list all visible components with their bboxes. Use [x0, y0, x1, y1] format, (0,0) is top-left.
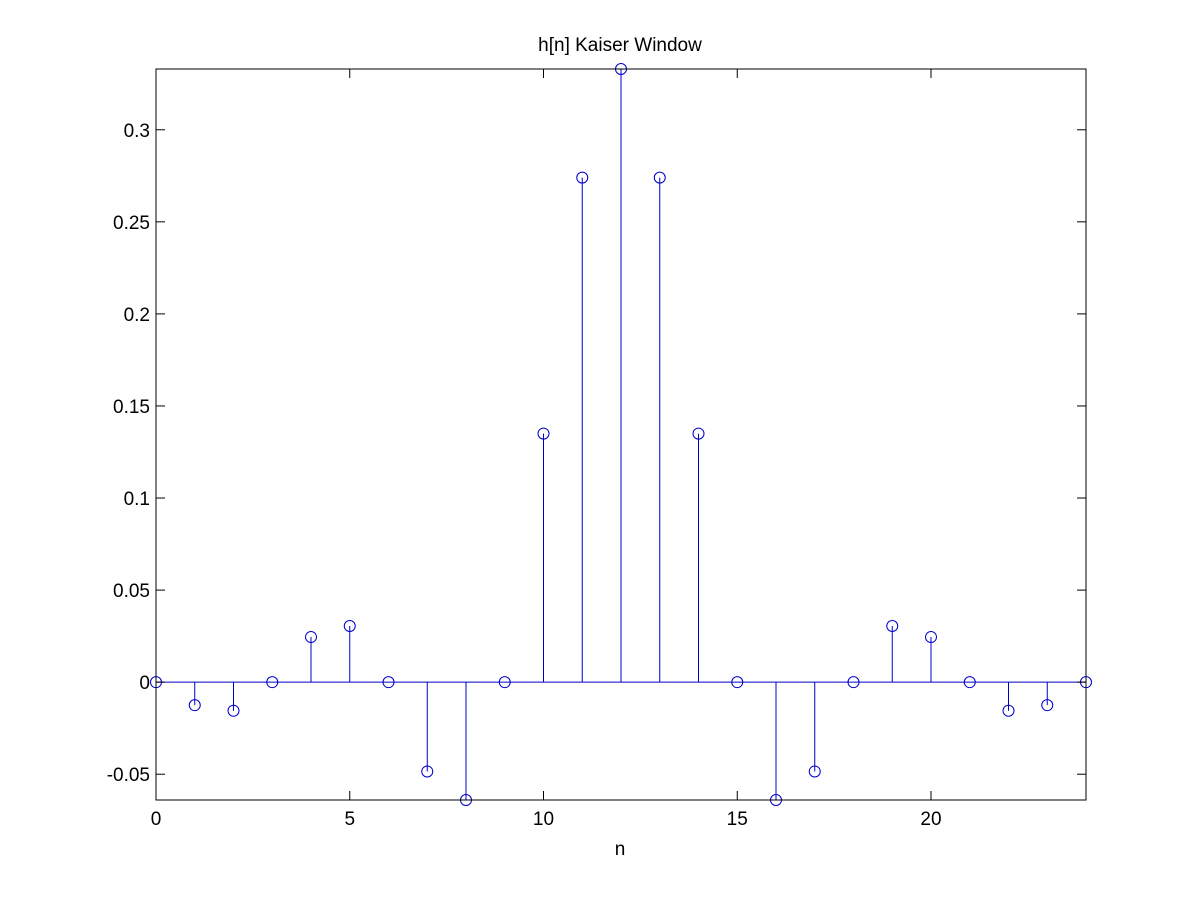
stem-marker: [188, 699, 201, 712]
stem-marker: [808, 765, 821, 778]
y-tick-label: -0.05: [107, 765, 150, 786]
y-tick-label: 0.2: [124, 305, 150, 326]
y-tick-label: 0: [139, 673, 150, 694]
stem-marker: [537, 427, 550, 440]
y-tick-label: 0.1: [124, 489, 150, 510]
y-tick-label: 0.05: [113, 581, 150, 602]
stem-marker: [925, 631, 937, 644]
stem-marker: [305, 631, 317, 644]
stems-layer: [194, 69, 1048, 800]
x-tick-label: 20: [920, 809, 941, 830]
stem-marker: [692, 427, 705, 440]
x-tick-label: 5: [344, 809, 355, 830]
x-tick-label: 15: [727, 809, 748, 830]
stem-marker: [653, 171, 666, 184]
x-tick-label: 0: [151, 809, 162, 830]
chart-title: h[n] Kaiser Window: [538, 35, 702, 56]
ticks-layer: 0 5 10 15 20 -0.05 0 0.05 0.1 0.15 0.2 0.25 0.3: [107, 69, 1086, 830]
axes-layer: [155, 68, 1087, 801]
stem-marker: [227, 704, 240, 717]
stem-marker: [1041, 699, 1054, 712]
x-tick-label: 10: [533, 809, 554, 830]
stem-marker: [343, 619, 356, 632]
axes-box: [155, 68, 1087, 801]
x-axis-label: n: [615, 839, 626, 860]
stem-marker: [886, 619, 899, 632]
stem-marker: [421, 765, 434, 778]
y-tick-label: 0.25: [113, 213, 150, 234]
stem-marker: [576, 171, 589, 184]
y-tick-label: 0.3: [124, 121, 150, 142]
stem-marker: [1002, 704, 1015, 717]
y-tick-label: 0.15: [113, 397, 150, 418]
